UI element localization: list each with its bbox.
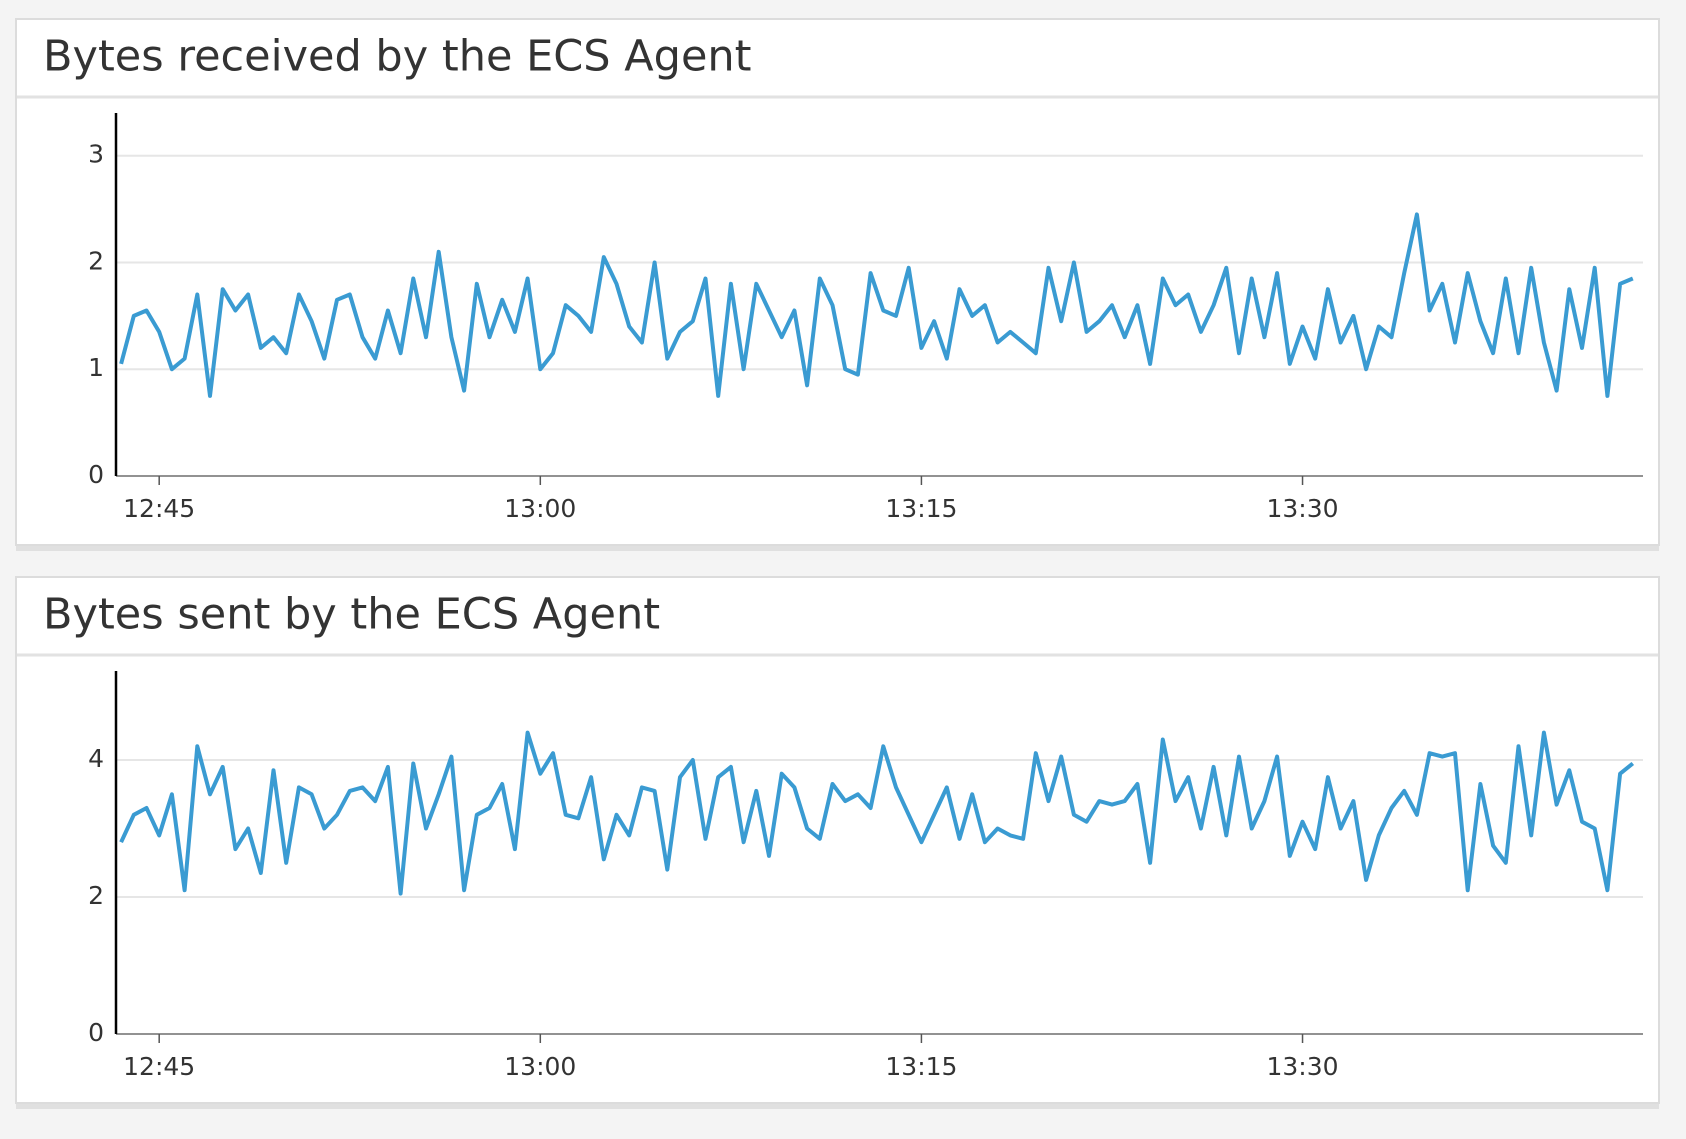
x-tick-label: 13:30	[1267, 1052, 1339, 1081]
x-tick-label: 13:00	[504, 1052, 576, 1081]
y-tick-label: 2	[88, 246, 104, 275]
panel-title: Bytes received by the ECS Agent	[43, 32, 752, 82]
x-tick-label: 12:45	[123, 1052, 195, 1081]
panel	[15, 18, 1660, 546]
x-tick-label: 13:15	[885, 1052, 957, 1081]
y-tick-label: 1	[88, 353, 104, 382]
x-tick-label: 13:15	[885, 494, 957, 523]
y-tick-label: 4	[88, 744, 104, 773]
y-tick-label: 0	[88, 1018, 104, 1047]
y-tick-label: 2	[88, 881, 104, 910]
y-tick-label: 3	[88, 140, 104, 169]
x-tick-label: 12:45	[123, 494, 195, 523]
x-tick-label: 13:30	[1267, 494, 1339, 523]
data-line	[119, 730, 1635, 896]
data-line	[119, 212, 1634, 398]
panel-title: Bytes sent by the ECS Agent	[43, 590, 660, 640]
y-tick-label: 0	[88, 460, 104, 489]
x-tick-label: 13:00	[504, 494, 576, 523]
